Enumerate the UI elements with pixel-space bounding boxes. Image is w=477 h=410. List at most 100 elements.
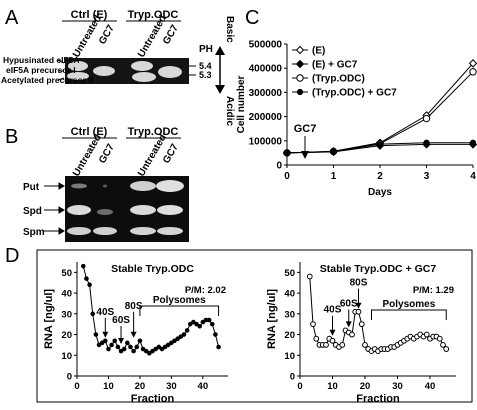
chart-d-left-point <box>134 344 140 350</box>
chart-d-right-title: Stable Tryp.ODC + GC7 <box>320 263 437 275</box>
chart-c-legend-marker <box>296 88 304 96</box>
chart-d-right-y-tick-label: 20 <box>284 330 295 341</box>
chart-c-point <box>423 139 430 146</box>
chart-d-left-point <box>150 348 155 354</box>
panel-a-band-hypusinated: Hypusinated eIF5A <box>3 55 80 65</box>
chart-c-point <box>468 59 477 68</box>
chart-c-xlabel: Days <box>368 187 392 198</box>
chart-d-left-y-tick-label: 50 <box>61 268 72 279</box>
chart-d-left-point <box>194 321 199 327</box>
chart-d-left-point <box>159 346 165 352</box>
chart-c-legend-label: (E) + GC7 <box>312 60 358 71</box>
chart-d-left-point <box>206 317 212 323</box>
chart-d-left-point <box>197 323 202 329</box>
panel-b-letter: B <box>5 126 18 148</box>
panel-b-arrows <box>44 182 65 235</box>
chart-d-left-point <box>191 319 196 325</box>
panel-b: B Ctrl (E) Tryp.ODC Untreated GC7 Untrea… <box>5 126 189 242</box>
chart-d-right-point <box>329 337 336 344</box>
d-annot-left-peak-label: 80S <box>125 301 143 312</box>
chart-d-left-x-tick-label: 30 <box>166 381 177 392</box>
chart-d-right-y-tick-label: 30 <box>284 309 295 320</box>
chart-d-right-x-tick-label: 30 <box>392 381 403 392</box>
chart-d-left-point <box>137 338 143 344</box>
chart-d-left-point <box>187 321 193 327</box>
panel-b-band-spm: Spm <box>23 227 45 238</box>
chart-d-left-point <box>216 344 221 350</box>
chart-d-right-point <box>436 335 443 342</box>
panel-a-ph-53: 5.3 <box>199 70 212 80</box>
chart-d-left-y-tick-label: 0 <box>67 372 72 383</box>
chart-d-right-y-tick-label: 0 <box>290 372 295 383</box>
chart-c-legend-label: (Tryp.ODC) + GC7 <box>312 88 397 99</box>
chart-d-left-x-tick-label: 40 <box>198 381 209 392</box>
chart-d-right-y-tick-label: 40 <box>284 289 295 300</box>
chart-d-right-point <box>355 308 362 315</box>
chart-d-right-point <box>358 321 365 328</box>
chart-d-left-point <box>93 332 99 337</box>
panel-a-letter: A <box>5 7 19 29</box>
chart-c-y-tick-label: 100000 <box>249 136 283 147</box>
chart-d-left-x-tick-label: 10 <box>103 381 114 392</box>
chart-d-left-point <box>175 336 180 341</box>
chart-d-left-x-tick-label: 20 <box>135 381 146 392</box>
chart-d-left-point <box>181 332 187 337</box>
chart-d-left: 0 10 20 30 40 50 0 10 20 30 40 Fraction RNA [ng/ul] S… <box>43 262 228 405</box>
chart-d-left-point <box>90 311 96 317</box>
chart-d-left-y-tick-label: 40 <box>61 289 72 300</box>
chart-d-right-point <box>313 335 320 342</box>
d-annot-left-peak-arrowhead <box>130 331 137 338</box>
panel-a: A Ctrl (E) Tryp.ODC Untreated GC7 Untrea… <box>1 7 235 126</box>
chart-d-left-point <box>84 276 89 281</box>
chart-c-legend-label: (E) <box>312 46 325 57</box>
chart-d-left-point <box>169 340 174 346</box>
panel-b-lane-2: GC7 <box>97 142 117 166</box>
chart-c: 0 100000 200000 300000 400000 500000 0 1 2 3 4 Days… <box>236 40 477 198</box>
chart-d-left-point <box>118 348 124 354</box>
chart-d-left-y-tick-label: 30 <box>61 309 72 320</box>
panel-a-ph-arrow-up <box>215 46 225 55</box>
d-annot-left-peak-label: 60S <box>112 315 130 326</box>
d-annot-left-peak-arrowhead <box>118 337 125 344</box>
chart-d-left-point <box>184 328 190 333</box>
chart-d-left-point <box>125 340 130 346</box>
d-annot-right-peak-label: 40S <box>324 305 342 316</box>
d-annot-right-peak-arrowhead <box>355 302 362 309</box>
chart-c-point <box>469 139 477 146</box>
d-annot-right-polysome-bracket <box>371 309 447 320</box>
d-annot-left-polysome-bracket <box>139 305 220 316</box>
panel-a-arrow-3 <box>57 77 65 81</box>
panel-b-band-put: Put <box>23 182 40 193</box>
chart-d-left-title: Stable Tryp.ODC <box>111 263 194 275</box>
chart-c-x-tick-label: 2 <box>377 171 383 182</box>
panel-a-band-precursor-2: Acetylated precursor II <box>1 75 93 85</box>
d-annot-right-peak-label: 80S <box>350 278 368 289</box>
chart-d-left-point <box>200 319 206 325</box>
chart-c-y-tick-label: 500000 <box>249 40 283 51</box>
chart-d-right-point <box>443 346 450 352</box>
chart-d-left-y-tick-label: 10 <box>61 351 72 362</box>
chart-d-right-x-tick-label: 20 <box>360 381 371 392</box>
chart-d-left-point <box>165 342 171 348</box>
chart-c-x-tick-label: 4 <box>470 171 476 182</box>
chart-d-left-point <box>140 346 146 352</box>
chart-c-point <box>283 149 291 156</box>
d-annot-left-peak-label: 40S <box>96 307 114 318</box>
chart-d-left-point <box>209 321 215 327</box>
chart-c-x-tick-label: 3 <box>424 171 430 182</box>
chart-d-left-point <box>99 340 105 346</box>
chart-c-point <box>376 141 384 148</box>
chart-d-right-y-tick-label: 10 <box>284 351 295 362</box>
chart-d-left-point <box>87 282 92 288</box>
panel-a-ph-54: 5.4 <box>199 61 212 71</box>
chart-c-legend-marker <box>295 59 305 69</box>
panel-b-band-spd: Spd <box>23 206 42 217</box>
panel-a-group-tryp: Tryp.ODC <box>128 9 179 21</box>
chart-d-left-point <box>103 338 108 344</box>
chart-c-y-tick-label: 0 <box>276 161 282 172</box>
chart-c-y-tick-label: 200000 <box>249 112 283 123</box>
chart-d-right-point <box>306 273 313 280</box>
